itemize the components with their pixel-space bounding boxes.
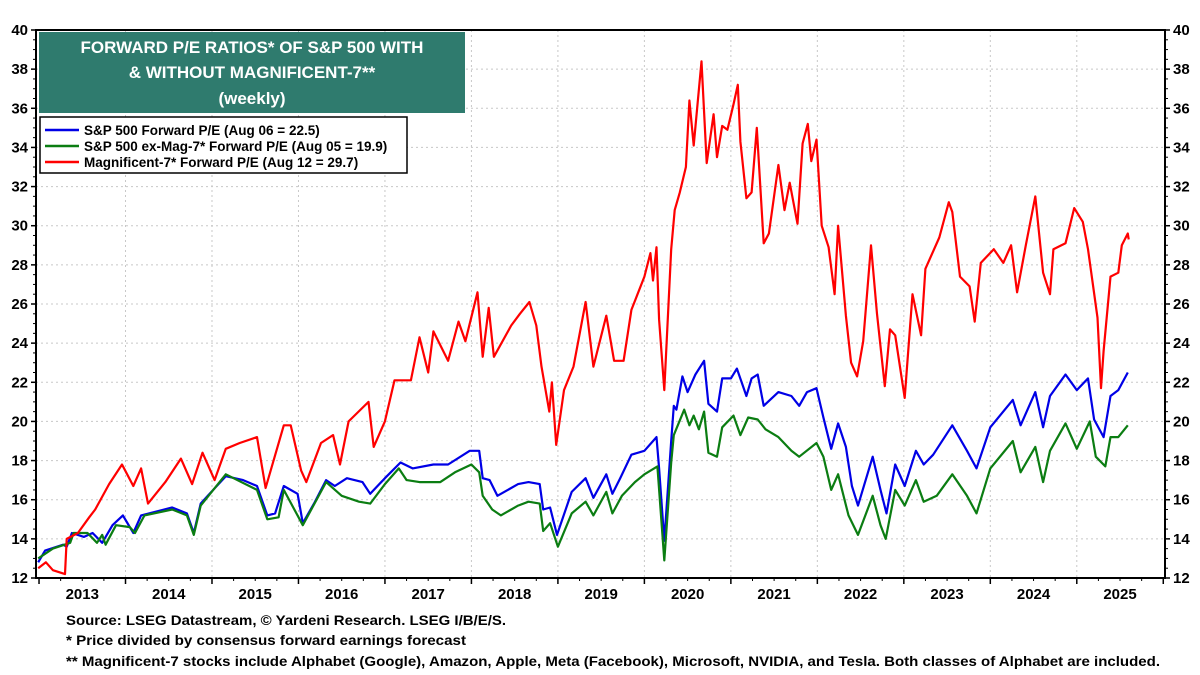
legend-label-mag7: Magnificent-7* Forward P/E (Aug 12 = 29.… [84, 155, 358, 170]
x-tick-label: 2017 [412, 586, 445, 603]
y-tick-label-left: 22 [11, 374, 28, 391]
x-tick-label: 2025 [1103, 586, 1136, 603]
y-tick-label-left: 12 [11, 570, 28, 587]
y-tick-label-right: 38 [1173, 61, 1190, 78]
mag7-line [37, 60, 1130, 576]
y-tick-label-right: 40 [1173, 22, 1190, 39]
sp500-line [37, 359, 1129, 563]
y-tick-label-right: 28 [1173, 257, 1190, 274]
x-tick-label: 2019 [584, 586, 617, 603]
footnotes: Source: LSEG Datastream, © Yardeni Resea… [66, 612, 1160, 669]
y-tick-label-right: 34 [1173, 139, 1190, 156]
y-tick-label-left: 34 [11, 139, 28, 156]
x-tick-label: 2013 [66, 586, 99, 603]
y-tick-label-right: 18 [1173, 453, 1190, 470]
y-tick-label-left: 36 [11, 100, 28, 117]
y-tick-label-left: 32 [11, 179, 28, 196]
footnote-1: * Price divided by consensus forward ear… [66, 632, 466, 648]
y-tick-label-left: 30 [11, 218, 28, 235]
y-tick-label-right: 32 [1173, 179, 1190, 196]
legend: S&P 500 Forward P/E (Aug 06 = 22.5) S&P … [39, 116, 408, 174]
x-tick-label: 2020 [671, 586, 704, 603]
y-tick-label-right: 24 [1173, 335, 1190, 352]
legend-label-ex-mag7: S&P 500 ex-Mag-7* Forward P/E (Aug 05 = … [84, 139, 387, 154]
y-tick-label-left: 16 [11, 492, 28, 509]
footnote-2: ** Magnificent-7 stocks include Alphabet… [66, 653, 1160, 669]
x-tick-label: 2014 [152, 586, 186, 603]
y-tick-label-right: 26 [1173, 296, 1190, 313]
x-axis: 2013 2014 2015 2016 2017 2018 2019 2020 2021 2022… [38, 578, 1165, 603]
y-tick-label-left: 18 [11, 453, 28, 470]
chart-title-line-1: FORWARD P/E RATIOS* OF S&P 500 WITH [81, 38, 424, 57]
series-lines [37, 60, 1130, 576]
ex-mag7-line [37, 408, 1129, 562]
y-tick-label-right: 12 [1173, 570, 1190, 587]
y-tick-label-right: 20 [1173, 413, 1190, 430]
y-tick-label-right: 36 [1173, 100, 1190, 117]
x-tick-label: 2022 [844, 586, 877, 603]
legend-label-sp500: S&P 500 Forward P/E (Aug 06 = 22.5) [84, 123, 320, 138]
y-tick-label-right: 16 [1173, 492, 1190, 509]
y-tick-label-right: 14 [1173, 531, 1190, 548]
y-tick-label-right: 30 [1173, 218, 1190, 235]
y-tick-label-left: 26 [11, 296, 28, 313]
y-tick-label-left: 14 [11, 531, 28, 548]
title-box: FORWARD P/E RATIOS* OF S&P 500 WITH & WI… [39, 32, 465, 113]
chart-title-line-3: (weekly) [218, 89, 285, 108]
y-axis: 12 12 14 14 16 16 18 18 20 20 22 22 24 24 26 26 28 28 30 30… [11, 22, 1190, 587]
x-tick-label: 2015 [239, 586, 272, 603]
x-tick-label: 2024 [1017, 586, 1051, 603]
chart-title-line-2: & WITHOUT MAGNIFICENT-7** [129, 63, 376, 82]
y-tick-label-left: 24 [11, 335, 28, 352]
y-tick-label-left: 20 [11, 413, 28, 430]
x-tick-label: 2023 [930, 586, 963, 603]
x-tick-label: 2021 [757, 586, 790, 603]
source-note: Source: LSEG Datastream, © Yardeni Resea… [66, 612, 506, 628]
y-tick-label-right: 22 [1173, 374, 1190, 391]
y-tick-label-left: 38 [11, 61, 28, 78]
x-tick-label: 2018 [498, 586, 531, 603]
y-tick-label-left: 28 [11, 257, 28, 274]
x-tick-label: 2016 [325, 586, 358, 603]
y-tick-label-left: 40 [11, 22, 28, 39]
